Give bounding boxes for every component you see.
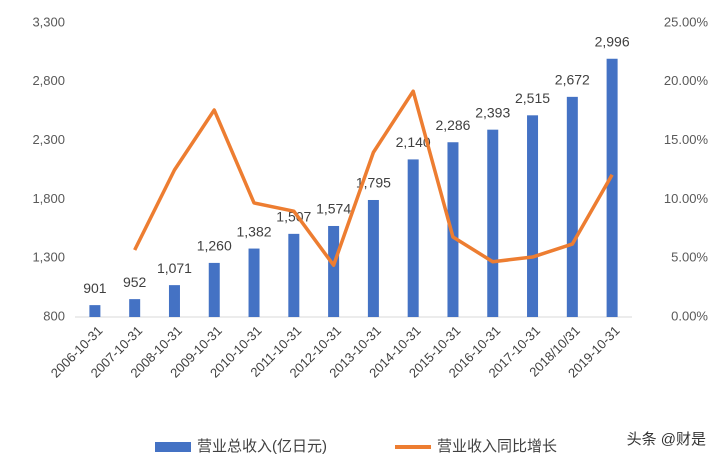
value-label: 2,286 [435, 117, 470, 133]
bar [447, 142, 459, 317]
value-label: 1,382 [237, 223, 272, 239]
value-label: 2,672 [555, 72, 590, 88]
value-label: 2,996 [595, 33, 630, 49]
value-label: 1,260 [197, 238, 232, 254]
legend-label: 营业收入同比增长 [437, 438, 557, 455]
bar [168, 285, 180, 317]
value-label: 2,515 [515, 90, 550, 106]
y2-tick-label: 20.00% [664, 73, 709, 88]
bar [208, 262, 220, 317]
watermark: 头条 @财是 [627, 431, 706, 448]
y2-tick-label: 10.00% [664, 191, 709, 206]
y2-tick-label: 0.00% [671, 308, 708, 323]
bar [407, 159, 419, 317]
line [133, 89, 614, 268]
bar [248, 248, 260, 317]
y2-tick-label: 5.00% [671, 250, 708, 265]
bar [487, 129, 499, 317]
bar [129, 299, 141, 317]
bar [288, 233, 300, 317]
bar [606, 58, 618, 318]
legend-label: 营业总收入(亿日元) [197, 438, 327, 455]
y-tick-label: 2,800 [32, 73, 65, 88]
y-tick-label: 1,800 [32, 191, 65, 206]
value-label: 1,071 [157, 260, 192, 276]
y2-tick-label: 15.00% [664, 132, 709, 147]
y-tick-label: 2,300 [32, 132, 65, 147]
value-label: 2,393 [475, 104, 510, 120]
value-label: 901 [83, 280, 107, 296]
y-tick-label: 800 [43, 308, 65, 323]
y2-tick-label: 25.00% [664, 14, 709, 29]
y-tick-label: 3,300 [32, 14, 65, 29]
value-label: 952 [123, 274, 147, 290]
value-label: 1,574 [316, 201, 351, 217]
bar [328, 225, 340, 317]
bar [527, 115, 539, 317]
bar [566, 96, 578, 317]
y-tick-label: 1,300 [32, 250, 65, 265]
legend-swatch [155, 442, 191, 452]
bar [367, 199, 379, 317]
bar [89, 305, 101, 317]
value-label: 2,140 [396, 134, 431, 150]
